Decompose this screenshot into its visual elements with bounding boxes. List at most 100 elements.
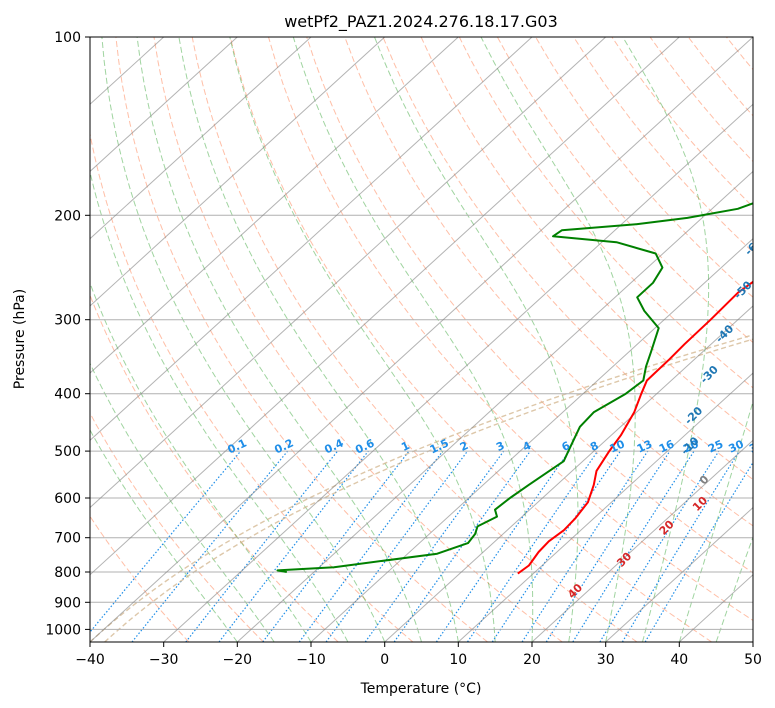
mixing-ratio-label: 13 xyxy=(635,437,654,455)
mixing-ratio-line xyxy=(599,450,720,642)
mixing-ratio-label: 20 xyxy=(681,437,701,455)
lcl-arc xyxy=(104,338,753,642)
mixing-ratio-lines xyxy=(90,450,753,642)
y-tick-label: 200 xyxy=(54,208,81,224)
mixing-ratio-line xyxy=(218,450,369,642)
mixing-ratio-label: 10 xyxy=(608,437,628,455)
mixing-ratio-label: 36 xyxy=(747,437,767,455)
wet-bulb-label: 10 xyxy=(690,494,710,514)
moist-adiabat xyxy=(136,37,422,642)
y-axis: 100 200 300 400 500 600 700 800 900 1000 xyxy=(45,30,90,638)
dry-adiabats xyxy=(90,37,775,642)
plot-frame xyxy=(89,36,754,643)
plot-area: 0.10.20.40.611.52346810131620253036-100-… xyxy=(90,37,775,642)
mixing-ratio-label: 3 xyxy=(494,439,506,454)
mixing-ratio-line xyxy=(491,450,621,642)
isotherm xyxy=(90,37,680,576)
y-tick-label: 300 xyxy=(54,313,81,329)
temperature-line xyxy=(517,280,753,575)
mixing-ratio-line xyxy=(572,450,695,642)
dry-adiabat xyxy=(726,37,753,71)
isotherm xyxy=(163,103,753,642)
dry-adiabat xyxy=(687,37,753,117)
y-tick-label: 600 xyxy=(54,491,81,507)
isotherm xyxy=(457,372,753,642)
line-labels: 0.10.20.40.611.52346810131620253036-100-… xyxy=(226,235,767,601)
dry-adiabat xyxy=(306,37,753,574)
dry-adiabat xyxy=(611,37,753,208)
mixing-ratio-label: 0.6 xyxy=(353,436,376,456)
moist-adiabat xyxy=(480,37,636,642)
x-axis: −40 −30 −20 −10 0 10 20 30 40 50 xyxy=(75,642,762,668)
moist-adiabat xyxy=(90,169,349,642)
isotherm xyxy=(90,37,386,307)
dry-adiabat xyxy=(90,515,190,642)
isotherm xyxy=(90,37,607,509)
isotherm xyxy=(90,37,312,240)
x-tick-label: 0 xyxy=(380,652,389,668)
mixing-ratio-line xyxy=(364,450,505,642)
moist-adiabat xyxy=(101,37,386,642)
mixing-ratio-line xyxy=(545,450,671,642)
dry-adiabat xyxy=(496,37,753,344)
mixing-ratio-line xyxy=(298,450,444,642)
dry-adiabat xyxy=(535,37,753,298)
mixing-ratio-label: 30 xyxy=(727,437,747,455)
mixing-ratio-line xyxy=(90,450,242,633)
y-tick-label: 700 xyxy=(54,531,81,547)
mixing-ratio-line xyxy=(621,450,740,642)
moist-adiabat xyxy=(90,281,312,642)
x-tick-label: 20 xyxy=(523,652,541,668)
mixing-ratio-line xyxy=(262,450,410,642)
moist-adiabat xyxy=(678,399,753,642)
chart-title: wetPf2_PAZ1.2024.276.18.17.G03 xyxy=(284,12,558,32)
pressure-gridlines xyxy=(90,37,753,630)
wet-bulb-label: 30 xyxy=(614,549,634,569)
dry-adiabat xyxy=(229,37,712,642)
x-tick-label: 30 xyxy=(597,652,615,668)
dry-adiabat xyxy=(573,37,753,253)
y-tick-label: 900 xyxy=(54,595,81,611)
adiabat-label: -20 xyxy=(682,404,705,427)
moist-adiabat xyxy=(622,37,710,642)
x-tick-label: −20 xyxy=(223,652,253,668)
y-tick-label: 1000 xyxy=(45,622,81,638)
adiabat-label: -60 xyxy=(742,235,765,258)
mixing-ratio-line xyxy=(131,450,289,642)
moist-adiabat xyxy=(292,37,534,642)
y-tick-label: 100 xyxy=(54,30,81,46)
lcl-arcs xyxy=(90,334,753,642)
moist-adiabat xyxy=(752,640,753,642)
x-tick-label: −40 xyxy=(75,652,105,668)
isotherm xyxy=(90,37,533,442)
isotherm xyxy=(752,641,753,642)
lcl-arc xyxy=(90,334,753,642)
y-axis-title: Pressure (hPa) xyxy=(12,289,28,389)
dry-adiabat xyxy=(90,412,264,642)
mixing-ratio-line xyxy=(466,450,599,642)
dry-adiabat xyxy=(458,37,753,389)
sounding-profiles xyxy=(276,202,753,575)
mixing-ratio-label: 2 xyxy=(458,439,470,454)
dry-adiabat xyxy=(153,37,563,642)
mixing-ratio-line xyxy=(185,450,339,642)
dry-adiabat xyxy=(649,37,753,163)
isotherm xyxy=(236,170,753,642)
adiabat-label: -50 xyxy=(731,278,754,301)
dry-adiabat xyxy=(765,37,775,642)
mixing-ratio-label: 0.2 xyxy=(272,437,295,457)
dry-adiabat xyxy=(115,37,488,642)
mixing-ratio-label: 0.1 xyxy=(226,437,249,457)
mixing-ratio-label: 1.5 xyxy=(428,437,451,457)
moist-adiabat xyxy=(90,428,238,642)
isotherm xyxy=(605,506,753,642)
dry-adiabat xyxy=(191,37,638,642)
moist-adiabat xyxy=(178,37,459,642)
isotherm xyxy=(531,439,753,642)
x-tick-label: 40 xyxy=(670,652,688,668)
mixing-ratio-label: 16 xyxy=(657,437,677,455)
mixing-ratio-line xyxy=(435,450,570,642)
x-tick-label: −10 xyxy=(296,652,326,668)
dry-adiabat xyxy=(90,131,414,642)
